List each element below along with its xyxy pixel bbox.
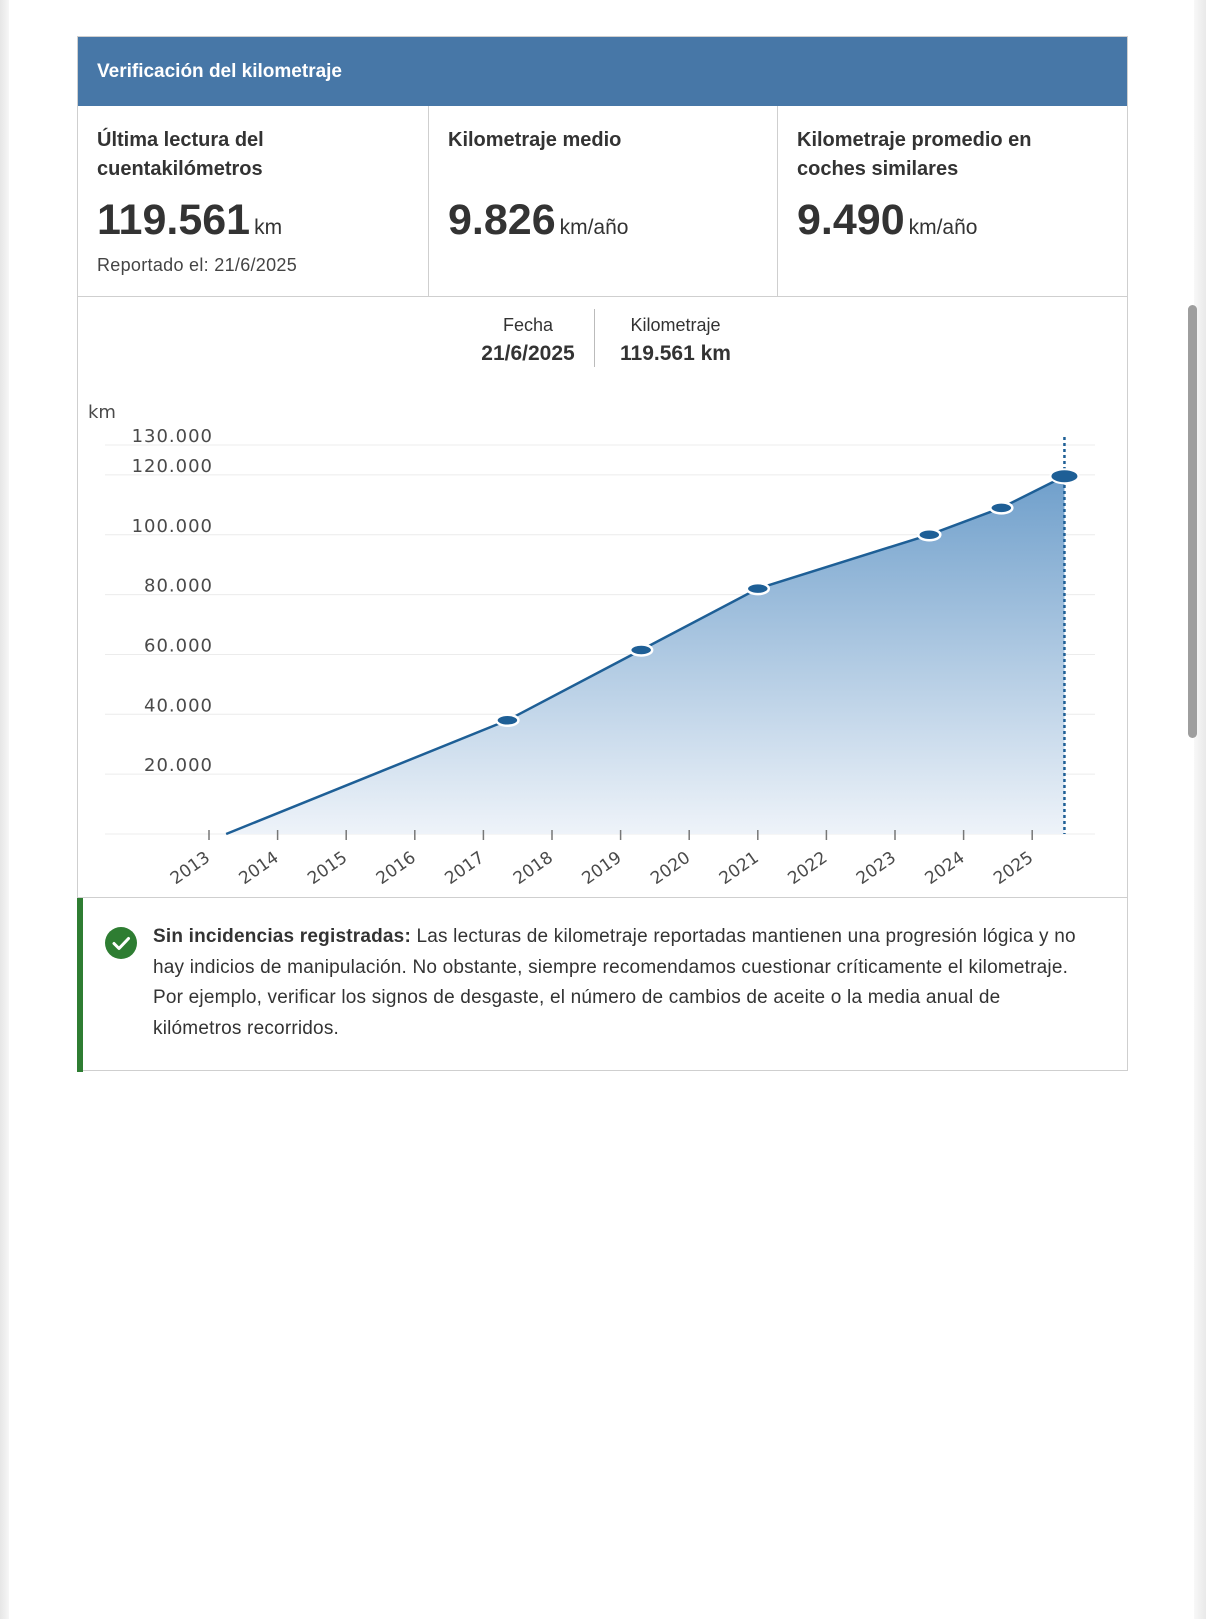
- notice-body: Las lecturas de kilometraje reportadas m…: [153, 926, 1076, 1039]
- x-tick-label: 2023: [853, 848, 900, 889]
- stat-reported-date: Reportado el: 21/6/2025: [97, 255, 298, 275]
- tooltip-date: Fecha 21/6/2025: [463, 309, 593, 366]
- page-left-edge: [0, 0, 9, 1619]
- x-tick-label: 2021: [716, 848, 763, 889]
- notice-title: Sin incidencias registradas:: [153, 926, 411, 947]
- x-tick-label: 2013: [167, 848, 214, 889]
- stat-average-mileage: Kilometraje medio 9.826 km/año: [428, 106, 777, 296]
- data-point[interactable]: [495, 713, 520, 728]
- x-tick-label: 2014: [236, 848, 283, 889]
- tooltip-date-value: 21/6/2025: [481, 342, 575, 365]
- mileage-verification-card: Verificación del kilometraje Última lect…: [77, 36, 1128, 1072]
- stat-value: 9.826: [448, 196, 556, 244]
- y-axis-unit-label: km: [88, 402, 116, 423]
- y-tick-label: 80.000: [144, 576, 213, 597]
- stat-label: Kilometraje medio: [448, 129, 622, 151]
- scrollbar-thumb[interactable]: [1188, 305, 1197, 738]
- y-tick-label: 20.000: [144, 755, 213, 776]
- mileage-chart[interactable]: km 20.000 40.000 60.000 80.000 100.000 120.000…: [78, 297, 1127, 897]
- tooltip-mileage: Kilometraje 119.561 km: [598, 309, 753, 366]
- tooltip-divider: [594, 309, 595, 367]
- stat-unit: km: [254, 216, 283, 239]
- stat-value: 119.561: [97, 196, 251, 244]
- page-right-edge: [1194, 0, 1206, 1619]
- stat-label: Última lectura del cuentakilómetros: [97, 129, 264, 180]
- tooltip-date-label: Fecha: [502, 315, 554, 335]
- stat-value-row: 9.490 km/año: [797, 196, 1127, 245]
- stat-unit: km/año: [908, 216, 978, 239]
- y-tick-label: 100.000: [132, 516, 213, 537]
- no-incidents-notice: Sin incidencias registradas: Las lectura…: [77, 897, 1127, 1072]
- data-point[interactable]: [917, 528, 942, 542]
- stat-value-row: 9.826 km/año: [448, 196, 777, 245]
- x-tick-label: 2018: [510, 848, 557, 889]
- x-tick-label: 2015: [304, 848, 351, 889]
- stat-last-reading: Última lectura del cuentakilómetros 119.…: [78, 106, 428, 296]
- x-tick-label: 2024: [922, 848, 969, 889]
- x-tick-label: 2019: [579, 848, 626, 889]
- data-point-selected[interactable]: [1049, 468, 1080, 485]
- data-point[interactable]: [628, 643, 654, 657]
- y-tick-label: 60.000: [144, 635, 213, 656]
- stat-value: 9.490: [797, 196, 905, 244]
- data-point[interactable]: [989, 501, 1014, 515]
- y-tick-label: 130.000: [132, 426, 213, 447]
- x-tick-label: 2016: [373, 848, 420, 889]
- x-tick-label: 2020: [647, 848, 694, 889]
- card-title: Verificación del kilometraje: [78, 37, 1127, 106]
- stat-unit: km/año: [559, 216, 629, 239]
- data-point[interactable]: [745, 581, 771, 596]
- notice-accent-bar: [77, 898, 83, 1072]
- y-tick-label: 40.000: [144, 695, 213, 716]
- check-circle-icon: [105, 927, 137, 959]
- y-tick-label: 120.000: [132, 456, 213, 477]
- stat-value-row: 119.561 km: [97, 196, 428, 245]
- stat-label: Kilometraje promedio en coches similares: [797, 129, 1032, 180]
- notice-text: Sin incidencias registradas: Las lectura…: [153, 922, 1093, 1044]
- tooltip-mileage-label: Kilometraje: [630, 315, 721, 335]
- stat-similar-cars-mileage: Kilometraje promedio en coches similares…: [777, 106, 1127, 296]
- x-tick-label: 2022: [784, 848, 831, 889]
- mileage-chart-svg[interactable]: km 20.000 40.000 60.000 80.000 100.000 120.000…: [78, 297, 1127, 897]
- x-tick-label: 2017: [441, 848, 488, 889]
- x-tick-label: 2025: [990, 848, 1037, 889]
- tooltip-mileage-value: 119.561 km: [620, 342, 731, 365]
- stats-row: Última lectura del cuentakilómetros 119.…: [78, 106, 1127, 297]
